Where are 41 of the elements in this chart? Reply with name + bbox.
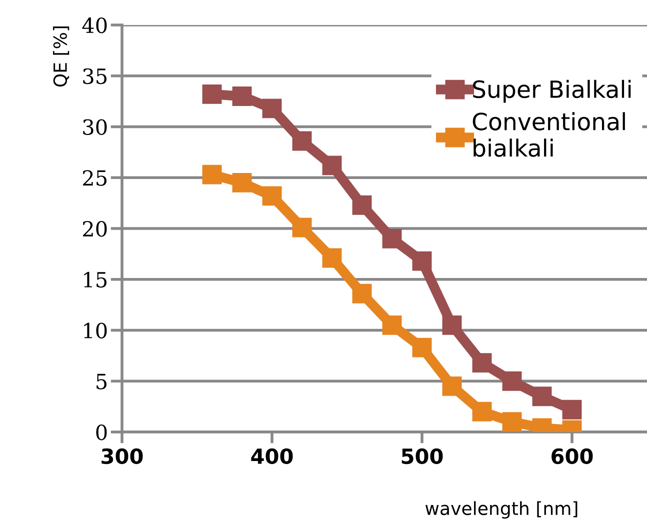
- x-tick-label: 400: [251, 448, 293, 464]
- y-tick-label: 10: [84, 322, 107, 338]
- point: [472, 353, 492, 373]
- point: [232, 172, 252, 192]
- y-tick-label: 15: [84, 272, 107, 288]
- point: [382, 228, 402, 248]
- y-tick-label: 35: [83, 68, 107, 84]
- x-tick-label: 600: [552, 448, 593, 464]
- y-tick-label: 20: [83, 220, 107, 237]
- point: [292, 218, 312, 238]
- y-tick-label: 25: [83, 170, 107, 186]
- point: [412, 338, 432, 358]
- point: [532, 386, 552, 406]
- point: [382, 315, 402, 335]
- point: [322, 248, 342, 268]
- y-tick-label: 30: [83, 119, 107, 135]
- point: [202, 84, 222, 104]
- x-axis-title: wavelength [nm]: [425, 501, 578, 519]
- point: [502, 371, 522, 391]
- point: [292, 131, 312, 151]
- y-tick-label: 0: [96, 424, 107, 440]
- y-tick-label: 5: [96, 374, 107, 390]
- y-tick-label: 40: [82, 17, 107, 34]
- point: [262, 186, 282, 206]
- x-tick-label: 300: [102, 448, 143, 464]
- y-axis-title: QE [%]: [53, 26, 70, 87]
- point: [412, 251, 432, 271]
- point: [262, 98, 282, 118]
- point: [442, 376, 462, 396]
- legend-label: Super Bialkali: [473, 80, 631, 103]
- point: [352, 284, 372, 304]
- x-tick-label: 500: [402, 448, 443, 464]
- point: [322, 156, 342, 176]
- legend-label: Conventional bialkali: [472, 112, 625, 157]
- point: [502, 412, 522, 432]
- point: [562, 400, 582, 420]
- point: [352, 195, 372, 215]
- point: [442, 315, 462, 335]
- point: [232, 86, 252, 106]
- point: [202, 164, 222, 184]
- point: [472, 402, 492, 422]
